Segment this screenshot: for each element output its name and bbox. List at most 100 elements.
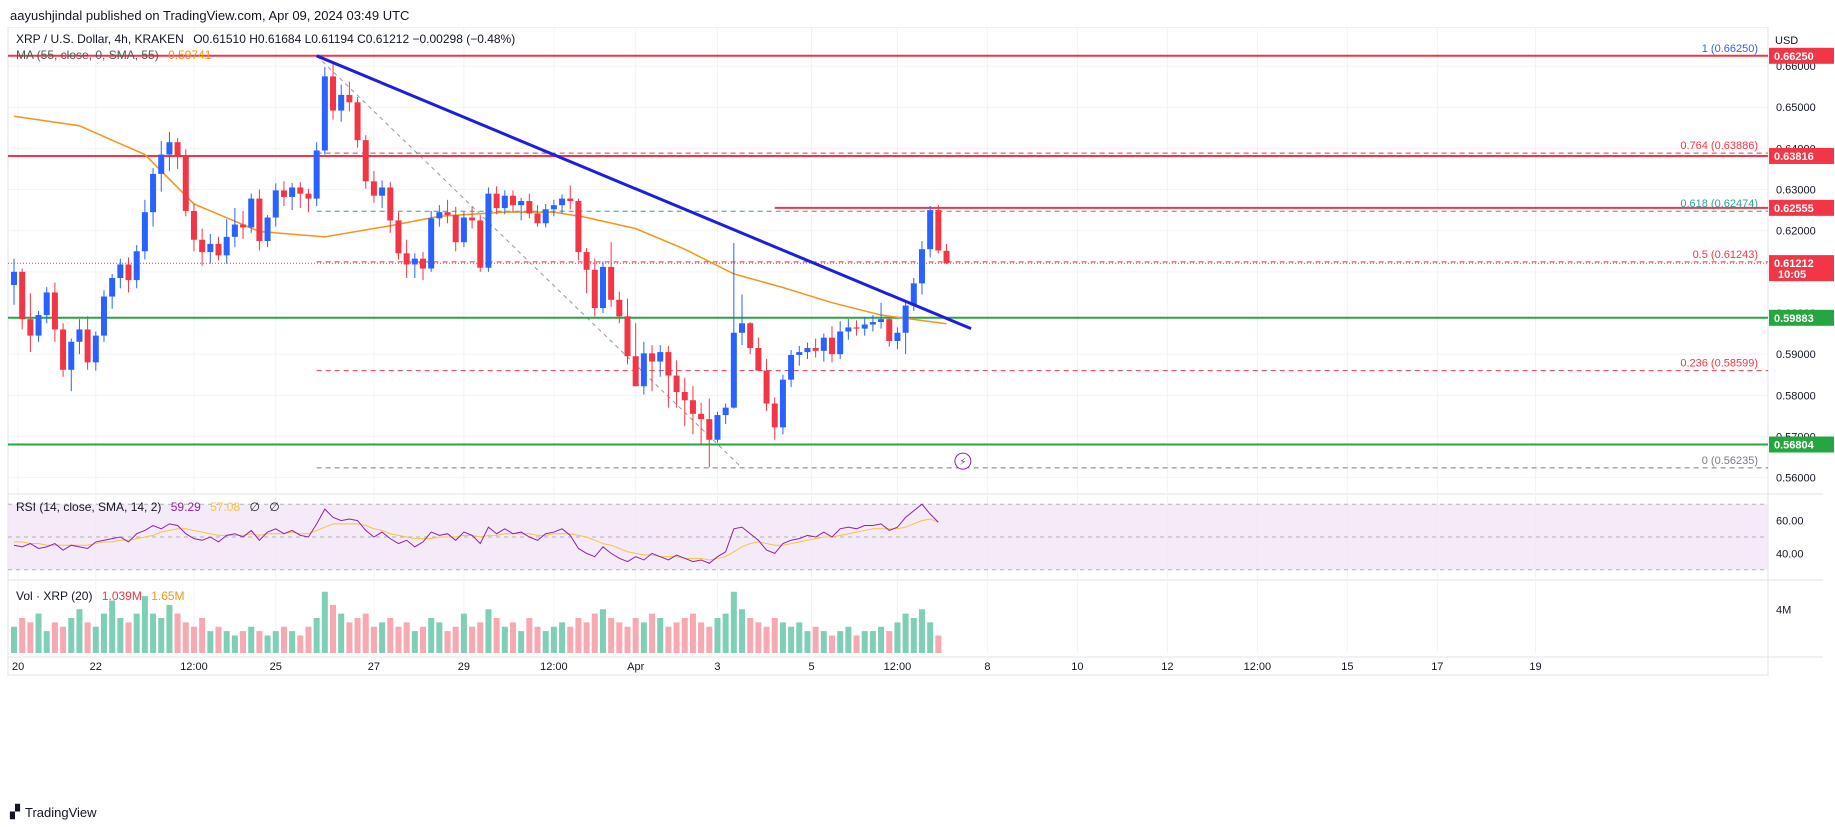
volume-bar-up bbox=[166, 604, 173, 653]
rsi-legend: RSI (14, close, SMA, 14, 2) 59.29 57.08 … bbox=[16, 500, 286, 514]
time-tick-label: 15 bbox=[1341, 661, 1353, 673]
candle-down bbox=[84, 329, 91, 363]
candle-down bbox=[420, 258, 426, 269]
candle-up bbox=[133, 251, 140, 281]
volume-bar-up bbox=[428, 618, 435, 653]
volume-bar-down bbox=[567, 626, 574, 653]
volume-bar-up bbox=[837, 631, 844, 653]
candle-up bbox=[428, 218, 435, 269]
price-tag bbox=[1769, 199, 1834, 216]
candle-down bbox=[812, 347, 819, 351]
volume-bar-down bbox=[812, 626, 819, 653]
rsi-extra-1: ∅ bbox=[249, 500, 260, 514]
volume-bar-up bbox=[796, 622, 803, 653]
candle-up bbox=[68, 341, 75, 370]
candle-up bbox=[542, 209, 549, 224]
price-tag bbox=[1769, 147, 1834, 164]
volume-ma-value: 1.65M bbox=[151, 589, 185, 603]
candle-down bbox=[853, 327, 860, 329]
volume-bar-down bbox=[477, 622, 484, 653]
volume-bar-down bbox=[182, 622, 189, 653]
volume-bar-up bbox=[231, 635, 238, 653]
volume-bar-down bbox=[452, 626, 459, 653]
volume-bar-up bbox=[92, 626, 99, 653]
volume-bar-up bbox=[657, 618, 664, 653]
volume-bar-up bbox=[485, 609, 492, 653]
candle-down bbox=[174, 142, 181, 157]
time-tick-label: 12:00 bbox=[1244, 661, 1272, 673]
candle-down bbox=[771, 403, 778, 428]
volume-bar-down bbox=[575, 618, 582, 653]
volume-bar-up bbox=[861, 631, 868, 653]
volume-bar-down bbox=[469, 626, 476, 653]
volume-bar-up bbox=[379, 622, 386, 653]
volume-bar-down bbox=[395, 626, 402, 653]
volume-bar-down bbox=[27, 622, 34, 653]
candle-up bbox=[92, 335, 99, 363]
candle-down bbox=[477, 220, 484, 268]
volume-bar-up bbox=[878, 626, 885, 653]
candle-up bbox=[141, 212, 148, 252]
candle-up bbox=[714, 415, 721, 440]
candle-down bbox=[215, 243, 222, 256]
candle-down bbox=[698, 413, 705, 420]
volume-bar-up bbox=[207, 631, 214, 653]
price-tick-label: 0.63000 bbox=[1776, 185, 1816, 197]
candle-up bbox=[788, 354, 795, 380]
ma-label: MA (55, close, 0, SMA, 55) bbox=[16, 48, 159, 62]
time-tick-label: 25 bbox=[270, 661, 282, 673]
rsi-value: 59.29 bbox=[170, 500, 201, 514]
candle-down bbox=[681, 392, 688, 401]
volume-bar-down bbox=[698, 622, 705, 653]
volume-bar-up bbox=[117, 618, 124, 653]
volume-bar-down bbox=[526, 618, 533, 653]
candle-down bbox=[575, 201, 582, 253]
tradingview-brand: TradingView bbox=[25, 804, 97, 820]
candle-up bbox=[150, 173, 157, 213]
fib-level-label: 0.236 (0.58599) bbox=[1680, 358, 1758, 370]
volume-bar-up bbox=[599, 609, 606, 653]
volume-bar-up bbox=[779, 622, 786, 653]
price-tag bbox=[1769, 309, 1834, 326]
time-tick-label: 10 bbox=[1071, 661, 1083, 673]
candle-up bbox=[248, 198, 255, 228]
volume-bar-up bbox=[68, 618, 75, 653]
candle-down bbox=[305, 193, 312, 199]
candle-up bbox=[338, 94, 345, 111]
candle-down bbox=[125, 264, 132, 281]
candle-down bbox=[649, 353, 656, 362]
candle-down bbox=[747, 323, 754, 348]
price-tick-label: 0.65000 bbox=[1776, 102, 1816, 114]
candle-down bbox=[444, 212, 451, 216]
candle-up bbox=[411, 258, 418, 265]
time-tick-label: 12:00 bbox=[540, 661, 568, 673]
chart-canvas[interactable]: 0.560000.570000.580000.590000.600000.610… bbox=[0, 27, 1835, 797]
volume-bar-down bbox=[280, 626, 287, 653]
price-tag-label: 0.63816 bbox=[1774, 151, 1814, 163]
fib-anchor-line bbox=[316, 55, 743, 469]
candle-up bbox=[894, 332, 901, 341]
candle-up bbox=[918, 249, 925, 284]
volume-bar-up bbox=[460, 613, 467, 653]
candle-up bbox=[878, 319, 885, 323]
volume-bar-up bbox=[722, 613, 729, 653]
price-tag-label: 0.61212 bbox=[1774, 258, 1814, 270]
candle-down bbox=[280, 190, 287, 197]
volume-bar-down bbox=[763, 626, 770, 653]
rsi-tick-label: 40.00 bbox=[1776, 548, 1804, 560]
tradingview-logo[interactable]: ▞ TradingView bbox=[10, 804, 97, 820]
volume-bar-down bbox=[199, 618, 206, 653]
volume-bar-down bbox=[387, 618, 394, 653]
price-tick-label: 0.59000 bbox=[1776, 349, 1816, 361]
volume-bar-down bbox=[673, 622, 680, 653]
volume-label: Vol · XRP (20) bbox=[16, 589, 93, 603]
price-tick-label: 0.62000 bbox=[1776, 226, 1816, 238]
rsi-line bbox=[13, 503, 939, 564]
time-tick-label: 17 bbox=[1431, 661, 1443, 673]
price-tag-countdown: 10:05 bbox=[1778, 269, 1806, 281]
candle-up bbox=[804, 347, 811, 353]
volume-bar-down bbox=[706, 626, 713, 653]
candle-up bbox=[223, 236, 230, 256]
volume-bar-up bbox=[739, 609, 746, 653]
candle-up bbox=[436, 212, 443, 219]
